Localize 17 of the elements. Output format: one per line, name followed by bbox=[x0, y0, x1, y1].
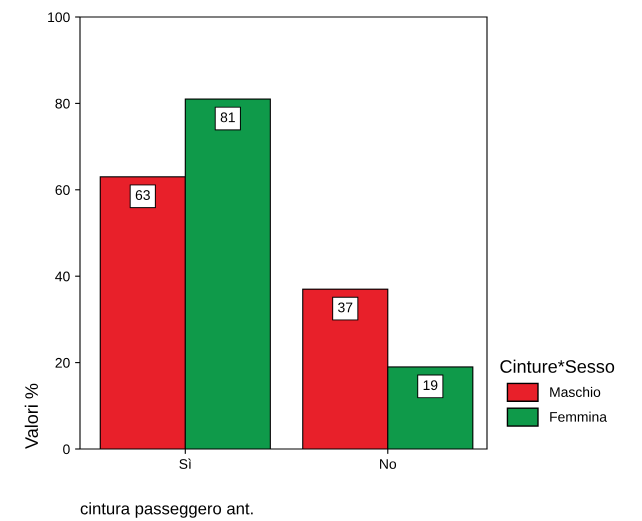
data-label: 81 bbox=[220, 112, 235, 122]
y-tick-label: 60 bbox=[56, 185, 70, 195]
y-tick-label: 40 bbox=[55, 272, 70, 282]
y-tick-label: 80 bbox=[55, 98, 70, 109]
y-tick-label: 0 bbox=[63, 444, 70, 454]
y-tick-label: 100 bbox=[48, 12, 70, 22]
y-axis-title: Valori % bbox=[24, 384, 38, 449]
data-label: 19 bbox=[424, 380, 438, 390]
x-tick-label: Sì bbox=[179, 458, 191, 469]
data-label: 37 bbox=[338, 302, 352, 312]
legend-label: Femmina bbox=[550, 412, 607, 422]
data-label: 63 bbox=[136, 190, 150, 200]
legend-title: Cinture*Sesso bbox=[500, 360, 614, 373]
y-tick-label: 20 bbox=[56, 358, 70, 368]
x-axis-title: cintura passeggero ant. bbox=[80, 502, 253, 518]
legend-label: Maschio bbox=[550, 386, 600, 398]
x-tick-label: No bbox=[380, 459, 396, 469]
